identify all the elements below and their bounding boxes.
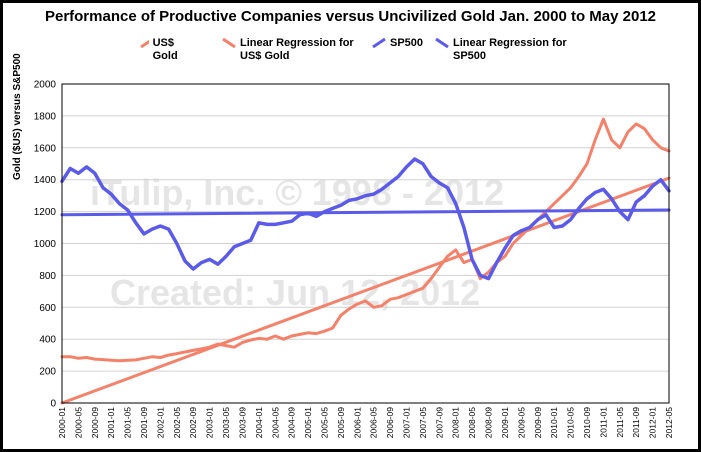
x-tick-label: 2001-09 [139, 407, 149, 438]
x-tick-label: 2002-09 [188, 407, 198, 438]
x-tick-label: 2006-01 [352, 407, 362, 438]
x-tick-label: 2005-05 [319, 407, 329, 438]
x-tick-label: 2000-09 [90, 407, 100, 438]
y-tick-label: 0 [50, 399, 56, 410]
legend-swatch-sp500 [372, 37, 386, 49]
y-tick-label: 1400 [34, 175, 57, 186]
legend-item-gold-regression: Linear Regression for US$ Gold [222, 37, 372, 63]
gold-line [60, 117, 671, 363]
legend-label-gold: US$ Gold [152, 37, 178, 62]
x-tick-label: 2006-05 [369, 407, 379, 438]
x-tick-label: 2003-09 [237, 407, 247, 438]
legend-item-sp500: SP500 [372, 37, 423, 50]
y-tick-label: 1600 [34, 143, 57, 154]
x-tick-label: 2011-05 [615, 407, 625, 438]
x-tick-label: 2009-09 [533, 407, 543, 438]
x-tick-label: 2000-05 [73, 407, 83, 438]
legend-item-gold: US$ Gold [140, 37, 183, 63]
x-tick-label: 2002-01 [155, 407, 165, 438]
x-tick-label: 2010-01 [549, 407, 559, 438]
x-tick-label: 2002-05 [172, 407, 182, 438]
x-tick-label: 2000-01 [57, 407, 67, 438]
x-tick-label: 2012-05 [664, 407, 674, 438]
y-tick-label: 400 [39, 335, 56, 346]
x-tick-label: 2008-05 [467, 407, 477, 438]
legend-swatch-sp500-regression [435, 37, 449, 49]
legend-label-sp500-regression: Linear Regression for SP500 [453, 37, 567, 62]
plot-border [61, 83, 670, 404]
sp500-regression-line [60, 208, 671, 217]
x-tick-label: 2011-01 [598, 407, 608, 438]
x-tick-label: 2009-01 [500, 407, 510, 438]
x-tick-label: 2011-09 [631, 407, 641, 438]
x-tick-label: 2012-01 [648, 407, 658, 438]
gold-regression-line [60, 176, 671, 405]
chart-title: Performance of Productive Companies vers… [44, 8, 657, 25]
x-tick-label: 2009-05 [516, 407, 526, 438]
y-tick-label: 1200 [34, 207, 57, 218]
x-tick-label: 2010-09 [582, 407, 592, 438]
x-tick-label: 2007-09 [434, 407, 444, 438]
x-tick-label: 2006-09 [385, 407, 395, 438]
y-tick-label: 800 [39, 271, 56, 282]
x-tick-label: 2004-09 [287, 407, 297, 438]
legend-swatch-gold-regression [222, 37, 236, 49]
y-tick-label: 1000 [34, 239, 57, 250]
x-tick-label: 2008-09 [484, 407, 494, 438]
watermark-line-2: Created: Jun 12, 2012 [110, 272, 480, 313]
sp500-line [60, 157, 671, 281]
x-tick-label: 2003-01 [205, 407, 215, 438]
x-tick-label: 2001-01 [106, 407, 116, 438]
x-tick-label: 2004-05 [270, 407, 280, 438]
x-tick-label: 2010-05 [566, 407, 576, 438]
legend-item-sp500-regression: Linear Regression for SP500 [435, 37, 585, 63]
x-tick-label: 2007-05 [418, 407, 428, 438]
x-tick-label: 2008-01 [451, 407, 461, 438]
y-tick-label: 600 [39, 303, 56, 314]
y-tick-label: 1800 [34, 111, 57, 122]
watermark-line-1: iTulip, Inc. © 1998 - 2012 [90, 172, 504, 213]
x-tick-label: 2007-01 [402, 407, 412, 438]
y-tick-label: 200 [39, 367, 56, 378]
legend-label-sp500: SP500 [390, 37, 424, 49]
legend-swatch-gold [140, 40, 149, 49]
legend-label-gold-regression: Linear Regression for US$ Gold [240, 37, 354, 62]
x-tick-label: 2001-05 [123, 407, 133, 438]
x-tick-label: 2005-09 [336, 407, 346, 438]
x-tick-label: 2003-05 [221, 407, 231, 438]
x-tick-label: 2004-01 [254, 407, 264, 438]
y-tick-label: 2000 [34, 80, 57, 91]
x-tick-label: 2005-01 [303, 407, 313, 438]
